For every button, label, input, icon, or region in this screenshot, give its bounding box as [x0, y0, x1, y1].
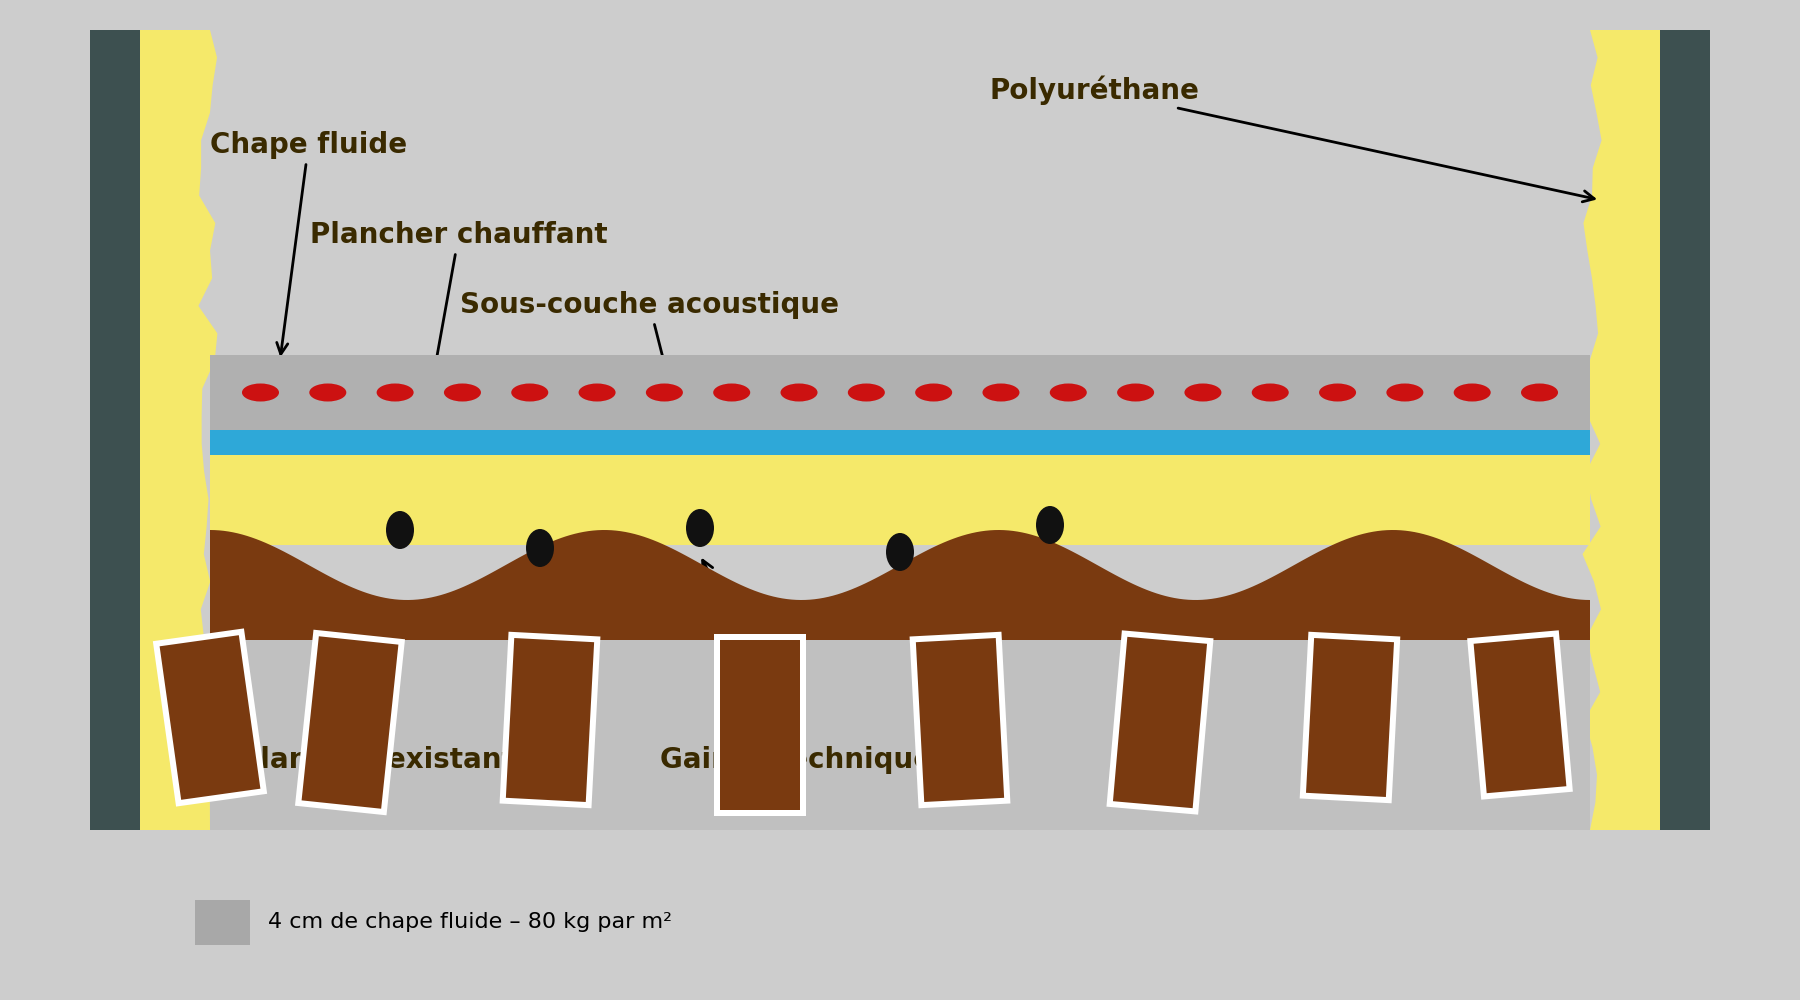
- Bar: [1474, 637, 1566, 793]
- Text: Gaines techniques: Gaines techniques: [661, 560, 949, 774]
- Ellipse shape: [848, 383, 886, 401]
- Bar: [160, 635, 261, 800]
- Ellipse shape: [886, 533, 914, 571]
- Ellipse shape: [686, 509, 715, 547]
- Ellipse shape: [1454, 383, 1490, 401]
- Text: Sous-couche acoustique: Sous-couche acoustique: [461, 291, 839, 419]
- Bar: [211, 30, 1589, 355]
- Ellipse shape: [1118, 383, 1154, 401]
- Bar: [720, 640, 799, 810]
- Ellipse shape: [310, 383, 346, 401]
- Bar: [909, 632, 1010, 808]
- Bar: [211, 355, 1589, 430]
- Ellipse shape: [1251, 383, 1289, 401]
- Ellipse shape: [445, 383, 481, 401]
- Bar: [1307, 638, 1393, 797]
- Bar: [194, 900, 250, 945]
- Ellipse shape: [578, 383, 616, 401]
- Bar: [506, 638, 594, 802]
- Bar: [153, 628, 266, 807]
- Ellipse shape: [1049, 383, 1087, 401]
- Text: 4 cm de chape fluide – 80 kg par m²: 4 cm de chape fluide – 80 kg par m²: [268, 912, 671, 932]
- Ellipse shape: [1184, 383, 1222, 401]
- Text: Chape fluide: Chape fluide: [211, 131, 407, 354]
- Text: Polyuréthane: Polyuréthane: [990, 75, 1595, 202]
- Ellipse shape: [781, 383, 817, 401]
- Bar: [1660, 30, 1710, 830]
- Bar: [1467, 630, 1573, 800]
- Bar: [715, 634, 806, 816]
- Polygon shape: [1582, 30, 1660, 830]
- Bar: [295, 630, 405, 815]
- Ellipse shape: [376, 383, 414, 401]
- Text: Plancher chauffant: Plancher chauffant: [310, 221, 608, 389]
- Ellipse shape: [526, 529, 554, 567]
- Ellipse shape: [646, 383, 682, 401]
- Bar: [1300, 632, 1400, 803]
- Ellipse shape: [1037, 506, 1064, 544]
- Bar: [211, 640, 1589, 830]
- Ellipse shape: [241, 383, 279, 401]
- Bar: [90, 30, 140, 830]
- Bar: [1107, 630, 1213, 815]
- Ellipse shape: [983, 383, 1019, 401]
- Bar: [211, 455, 1589, 545]
- Ellipse shape: [1319, 383, 1355, 401]
- Polygon shape: [140, 30, 218, 830]
- Bar: [916, 638, 1004, 802]
- Ellipse shape: [914, 383, 952, 401]
- Ellipse shape: [713, 383, 751, 401]
- Ellipse shape: [1521, 383, 1559, 401]
- Ellipse shape: [1386, 383, 1424, 401]
- Bar: [211, 430, 1589, 455]
- Bar: [1112, 637, 1208, 808]
- Bar: [302, 636, 398, 809]
- Ellipse shape: [385, 511, 414, 549]
- Polygon shape: [211, 530, 1589, 640]
- Bar: [500, 632, 601, 808]
- Ellipse shape: [511, 383, 549, 401]
- Text: Plancher existant: Plancher existant: [239, 626, 515, 774]
